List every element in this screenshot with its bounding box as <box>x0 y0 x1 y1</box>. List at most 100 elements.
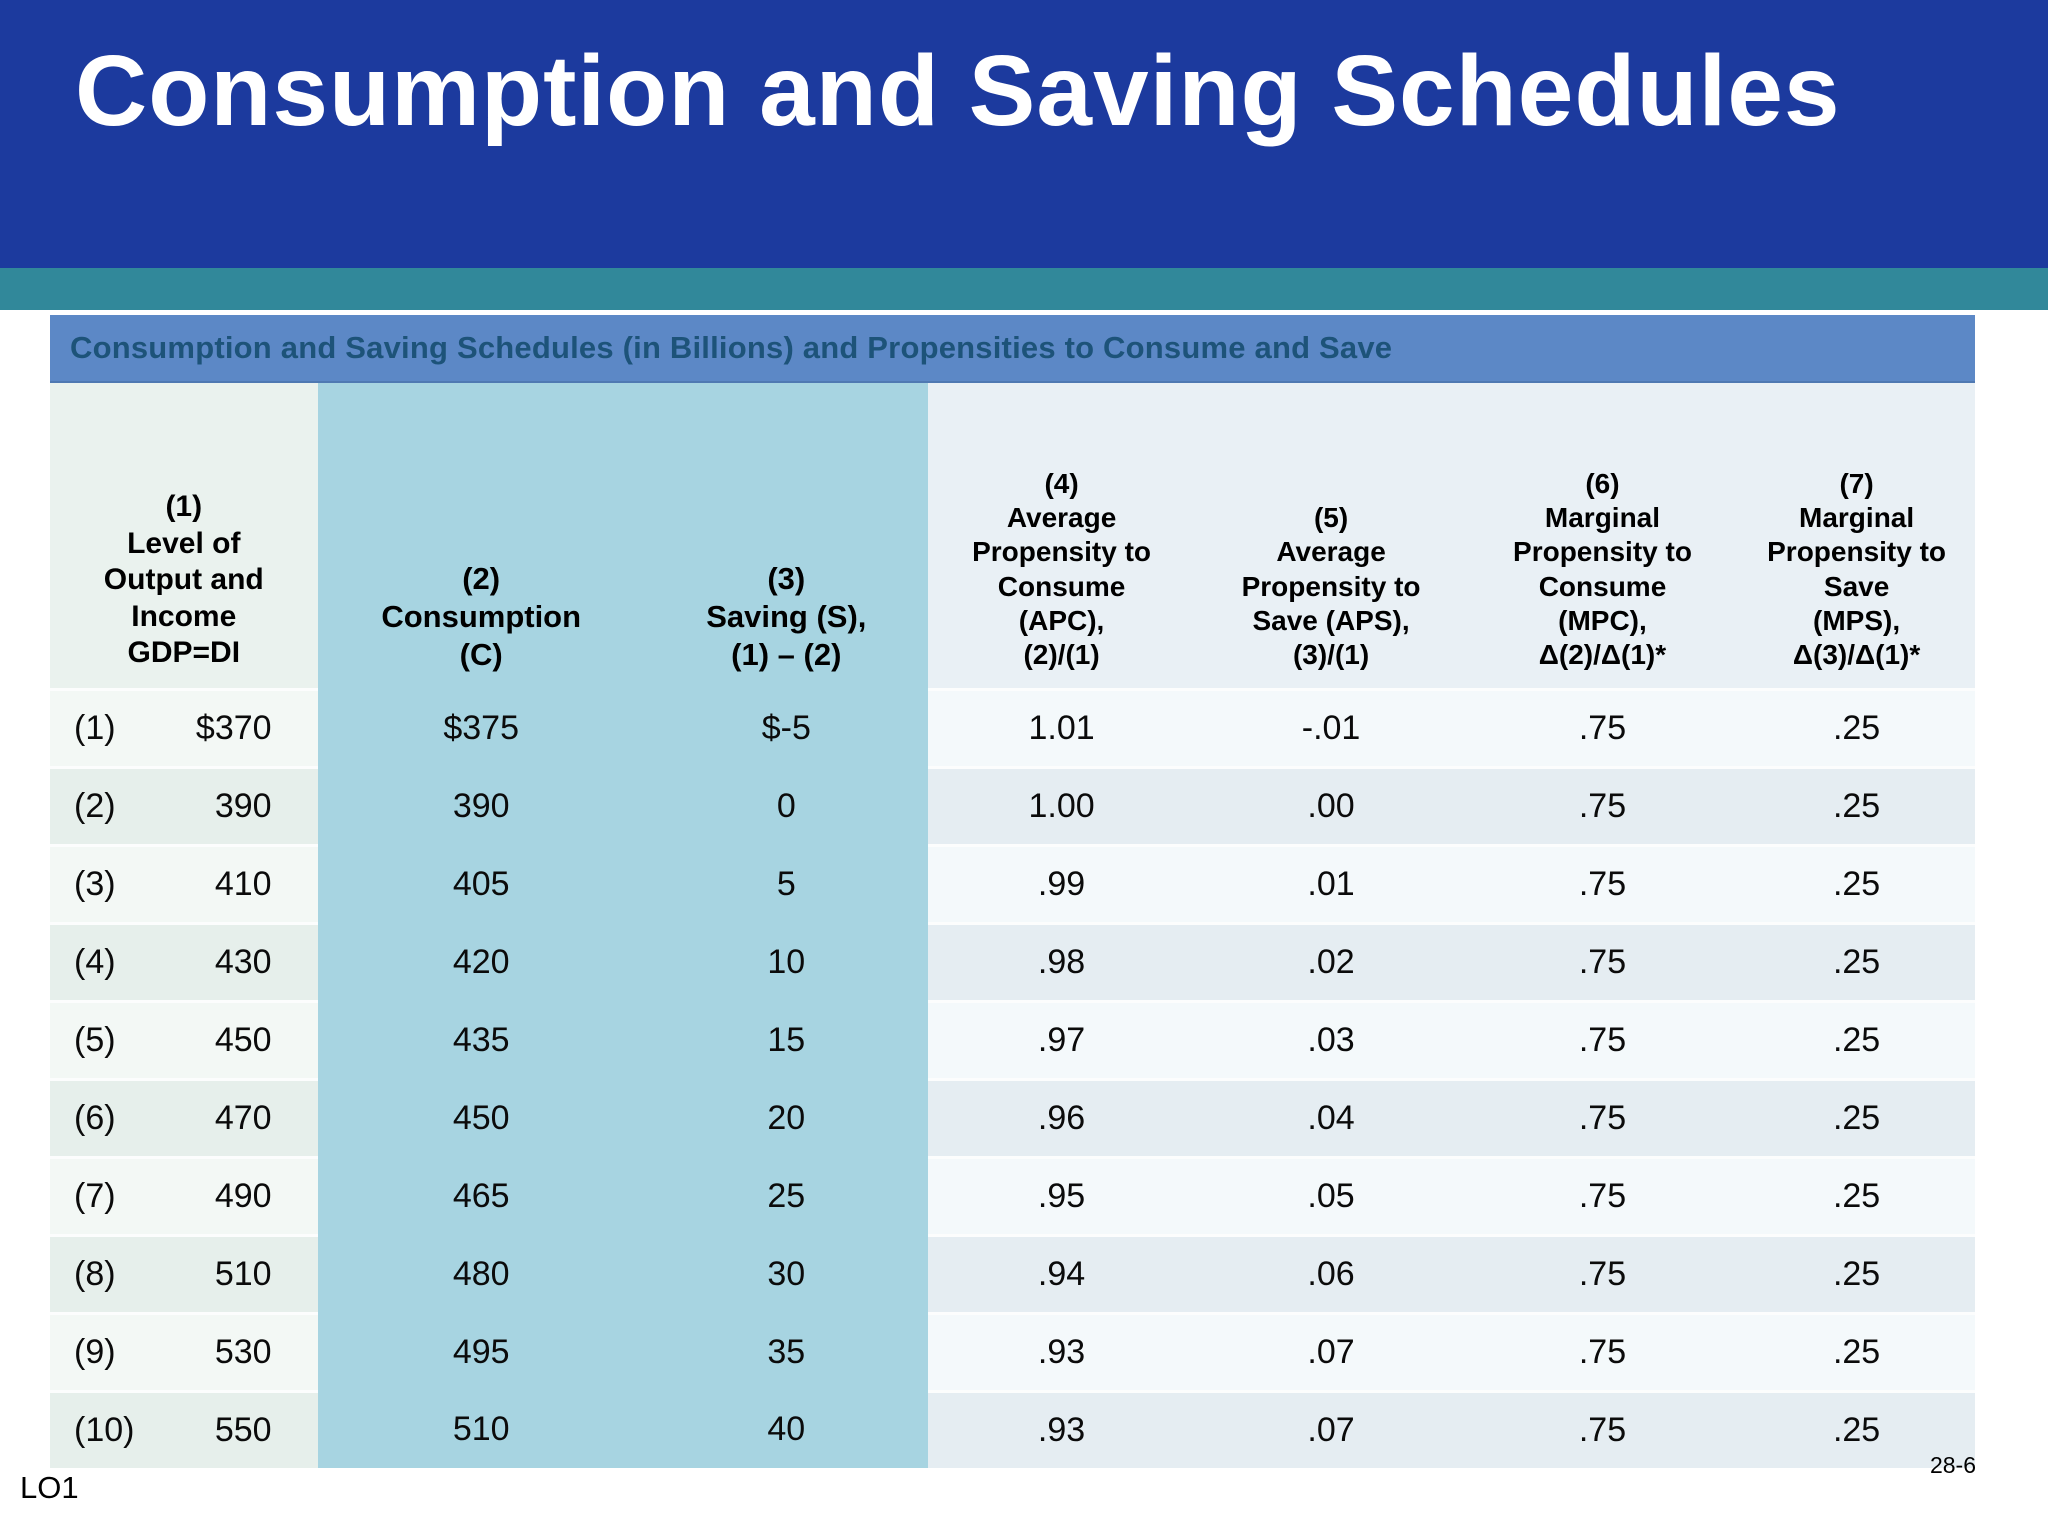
cell-saving: $-5 <box>644 689 928 768</box>
income-cell-content: (1) $370 <box>50 709 318 748</box>
row-label: (4) <box>74 943 116 981</box>
cell-mpc: .75 <box>1466 1312 1739 1392</box>
cell-saving: 10 <box>644 923 928 1002</box>
cell-aps: .02 <box>1195 922 1467 1002</box>
cell-income: (7) 490 <box>50 1156 318 1236</box>
income-value: 550 <box>214 1411 272 1449</box>
row-label: (5) <box>74 1021 116 1059</box>
cell-apc: .95 <box>927 1156 1196 1236</box>
schedule-table: (1) Level of Output and Income GDP=DI (2) Cons… <box>50 383 1975 1468</box>
cell-income: (5) 450 <box>50 1000 318 1080</box>
table-body: (1) $370 $375 $-5 1.01 -.01.75.25 (2) 390 390 0 1.… <box>50 688 1975 1468</box>
accent-bar <box>0 268 2048 310</box>
cell-income: (10) 550 <box>50 1390 318 1468</box>
income-value: 450 <box>214 1021 272 1059</box>
cell-mpc: .75 <box>1466 1234 1739 1314</box>
income-value: 430 <box>214 943 272 981</box>
cell-mpc: .75 <box>1466 1390 1739 1468</box>
income-value: 410 <box>214 865 272 903</box>
cell-saving: 20 <box>644 1079 928 1158</box>
table-header: (1) Level of Output and Income GDP=DI (2) Cons… <box>50 383 1975 690</box>
row-label: (3) <box>74 865 116 903</box>
income-cell-content: (5) 450 <box>50 1021 318 1060</box>
cell-income: (2) 390 <box>50 766 318 846</box>
table-row: (6) 470 450 20.96.04.75.25 <box>50 1078 1975 1158</box>
cell-apc: .96 <box>927 1078 1196 1158</box>
table-row: (5) 450 435 15.97.03.75.25 <box>50 1000 1975 1080</box>
row-label: (1) <box>74 709 116 747</box>
table-header-row: (1) Level of Output and Income GDP=DI (2) Cons… <box>50 383 1975 690</box>
income-value: 510 <box>214 1255 272 1293</box>
cell-aps: .06 <box>1195 1234 1467 1314</box>
cell-apc: 1.01 <box>927 688 1196 768</box>
cell-saving: 5 <box>644 845 928 924</box>
cell-mpc: .75 <box>1466 766 1739 846</box>
cell-apc: .94 <box>927 1234 1196 1314</box>
income-cell-content: (3) 410 <box>50 865 318 904</box>
table-row: (2) 390 390 0 1.00.00.75.25 <box>50 766 1975 846</box>
cell-mps: .25 <box>1738 1078 1975 1158</box>
table-row: (3) 410 405 5.99.01.75.25 <box>50 844 1975 924</box>
cell-mpc: .75 <box>1466 844 1739 924</box>
income-value: 490 <box>214 1177 272 1215</box>
row-label: (10) <box>74 1411 135 1449</box>
cell-consumption: $375 <box>317 689 645 768</box>
cell-aps: .00 <box>1195 766 1467 846</box>
cell-consumption: 405 <box>317 845 645 924</box>
cell-apc: 1.00 <box>927 766 1196 846</box>
slide-title-band: Consumption and Saving Schedules <box>0 0 2048 268</box>
income-cell-content: (2) 390 <box>50 787 318 826</box>
cell-mps: .25 <box>1738 1234 1975 1314</box>
income-cell-content: (8) 510 <box>50 1255 318 1294</box>
cell-apc: .98 <box>927 922 1196 1002</box>
page-number: 28-6 <box>1929 1452 1976 1478</box>
cell-saving: 35 <box>644 1313 928 1392</box>
column-header-consumption: (2) Consumption (C) <box>317 383 645 690</box>
income-value: 530 <box>214 1333 272 1371</box>
cell-income: (1) $370 <box>50 688 318 768</box>
cell-saving: 0 <box>644 767 928 846</box>
cell-consumption: 390 <box>317 767 645 846</box>
income-value: $370 <box>195 709 272 747</box>
table-row: (7) 490 465 25.95.05.75.25 <box>50 1156 1975 1236</box>
cell-apc: .97 <box>927 1000 1196 1080</box>
column-header-saving: (3) Saving (S), (1) – (2) <box>644 383 928 690</box>
slide-title: Consumption and Saving Schedules <box>75 35 1841 147</box>
income-cell-content: (10) 550 <box>50 1411 318 1450</box>
cell-apc: .93 <box>927 1312 1196 1392</box>
table-row: (4) 430 420 10.98.02.75.25 <box>50 922 1975 1002</box>
cell-mpc: .75 <box>1466 1000 1739 1080</box>
cell-aps: .03 <box>1195 1000 1467 1080</box>
cell-consumption: 465 <box>317 1157 645 1236</box>
cell-consumption: 510 <box>317 1391 645 1468</box>
table-row: (1) $370 $375 $-5 1.01 -.01.75.25 <box>50 688 1975 768</box>
cell-mpc: .75 <box>1466 1156 1739 1236</box>
cell-mps: .25 <box>1738 1000 1975 1080</box>
column-header-income: (1) Level of Output and Income GDP=DI <box>50 383 318 690</box>
schedule-table-section: Consumption and Saving Schedules (in Bil… <box>50 315 1975 1468</box>
income-cell-content: (9) 530 <box>50 1333 318 1372</box>
cell-consumption: 480 <box>317 1235 645 1314</box>
row-label: (8) <box>74 1255 116 1293</box>
income-cell-content: (7) 490 <box>50 1177 318 1216</box>
income-value: 470 <box>214 1099 272 1137</box>
row-label: (6) <box>74 1099 116 1137</box>
cell-saving: 15 <box>644 1001 928 1080</box>
row-label: (9) <box>74 1333 116 1371</box>
cell-consumption: 450 <box>317 1079 645 1158</box>
cell-mps: .25 <box>1738 844 1975 924</box>
table-row: (9) 530 495 35.93.07.75.25 <box>50 1312 1975 1392</box>
column-header-aps: (5) Average Propensity to Save (APS), (3)/(1… <box>1195 383 1467 690</box>
cell-mpc: .75 <box>1466 1078 1739 1158</box>
cell-mpc: .75 <box>1466 688 1739 768</box>
cell-apc: .99 <box>927 844 1196 924</box>
cell-mps: .25 <box>1738 1312 1975 1392</box>
cell-aps: .07 <box>1195 1390 1467 1468</box>
cell-income: (3) 410 <box>50 844 318 924</box>
cell-income: (9) 530 <box>50 1312 318 1392</box>
cell-mpc: .75 <box>1466 922 1739 1002</box>
cell-consumption: 420 <box>317 923 645 1002</box>
income-cell-content: (6) 470 <box>50 1099 318 1138</box>
cell-apc: .93 <box>927 1390 1196 1468</box>
column-header-mpc: (6) Marginal Propensity to Consume (MPC), Δ(2… <box>1466 383 1739 690</box>
